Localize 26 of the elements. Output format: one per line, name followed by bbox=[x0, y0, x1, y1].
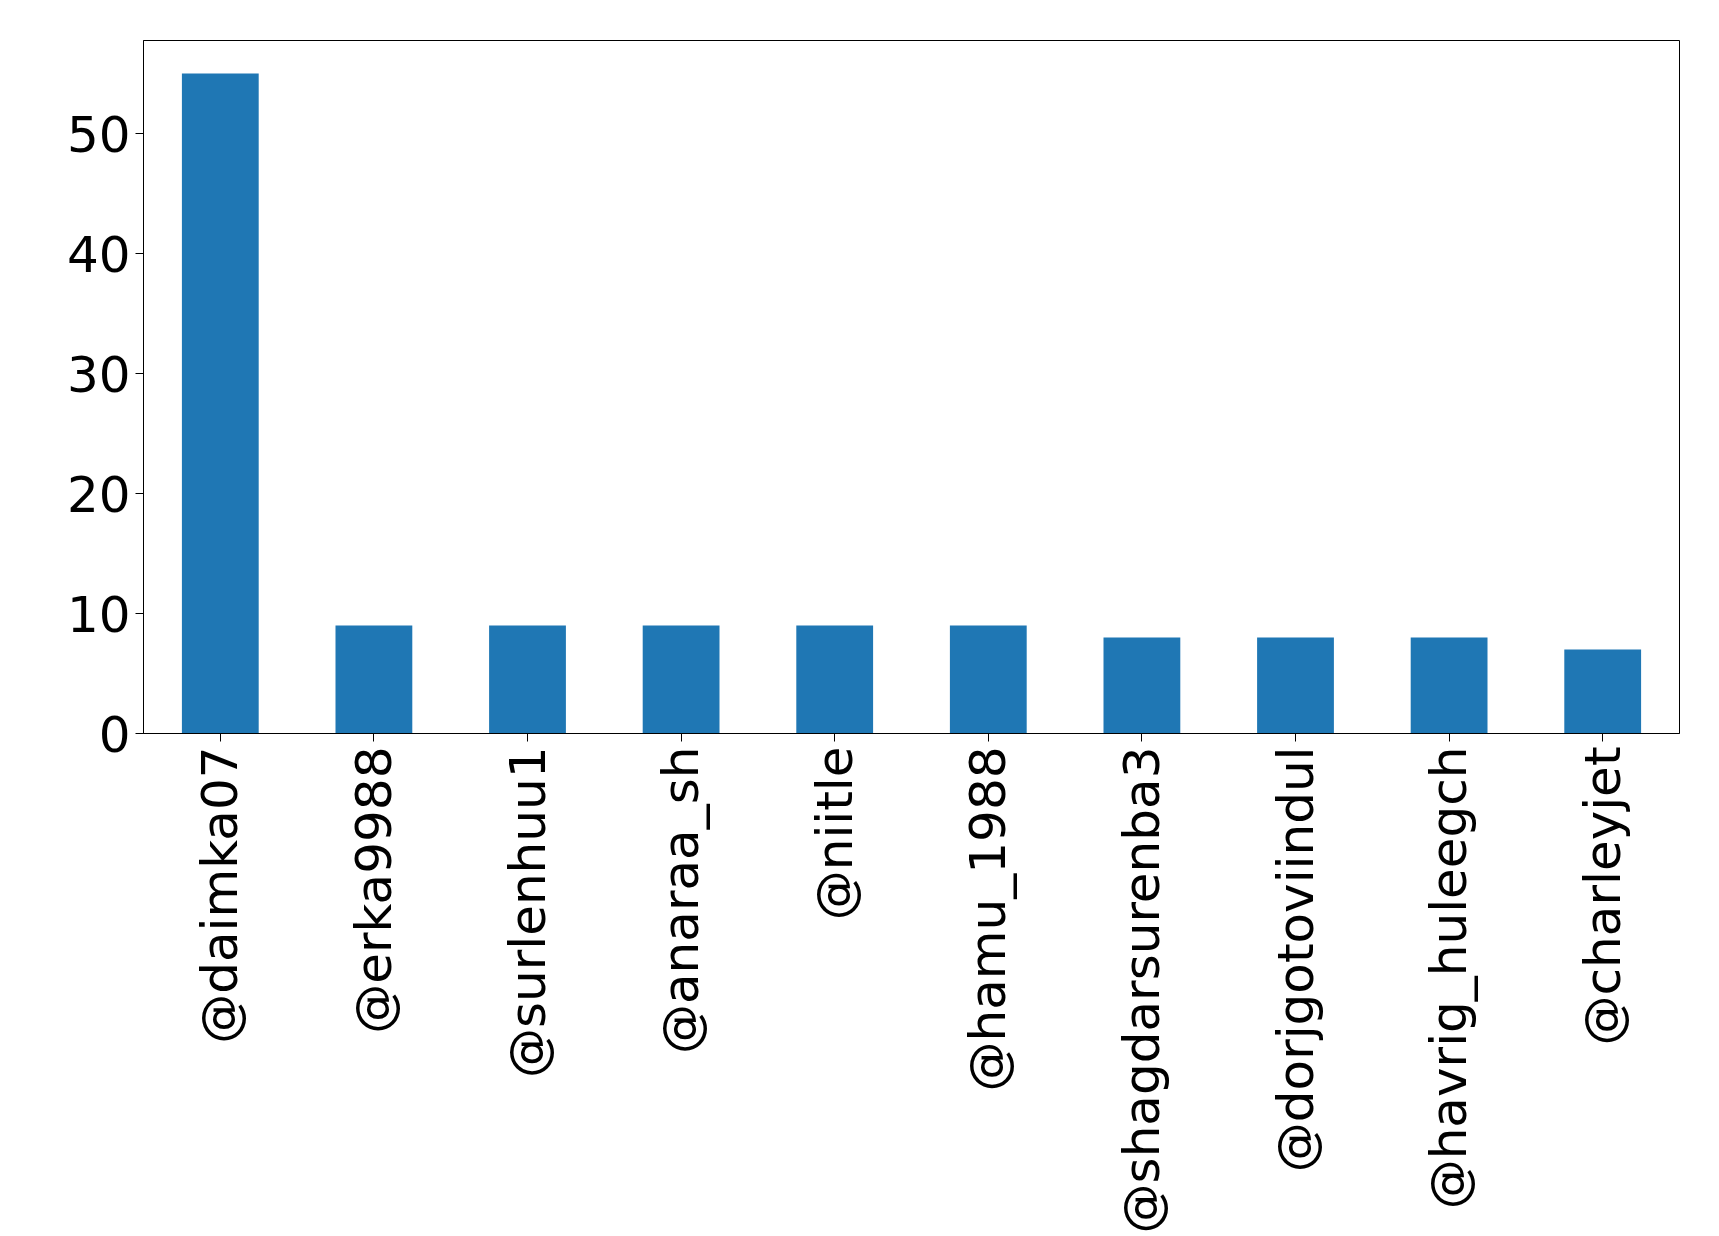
x-tick-label: @charleyjet bbox=[1573, 746, 1632, 1046]
x-tick-label: @daimka07 bbox=[191, 746, 250, 1044]
bar bbox=[642, 625, 720, 734]
x-tick-label: @shagdarsurenba3 bbox=[1112, 746, 1171, 1234]
bar bbox=[489, 625, 566, 734]
bar bbox=[1103, 637, 1181, 734]
bar bbox=[949, 625, 1027, 734]
y-tick-label: 40 bbox=[66, 225, 131, 284]
bar bbox=[796, 625, 874, 734]
bar bbox=[335, 625, 413, 734]
x-tick-label: @havrig_huleegch bbox=[1420, 746, 1479, 1210]
bar bbox=[1257, 637, 1334, 734]
y-tick-label: 20 bbox=[66, 465, 131, 524]
bar bbox=[1410, 637, 1488, 734]
x-tick-label: @erka9988 bbox=[344, 746, 403, 1034]
x-tick-label: @anaraa_sh bbox=[652, 746, 711, 1055]
y-tick-label: 30 bbox=[66, 345, 131, 404]
bar bbox=[1564, 649, 1642, 734]
x-tick-label: @niitle bbox=[805, 746, 864, 921]
x-tick-label: @hamu_1988 bbox=[959, 746, 1018, 1092]
y-tick-label: 50 bbox=[66, 105, 131, 164]
x-tick-label: @surlenhuu1 bbox=[498, 746, 557, 1079]
y-tick-label: 0 bbox=[98, 705, 131, 764]
bar bbox=[181, 73, 259, 734]
y-tick-label: 10 bbox=[66, 585, 131, 644]
x-tick-label: @dorjgotoviindul bbox=[1266, 746, 1325, 1173]
